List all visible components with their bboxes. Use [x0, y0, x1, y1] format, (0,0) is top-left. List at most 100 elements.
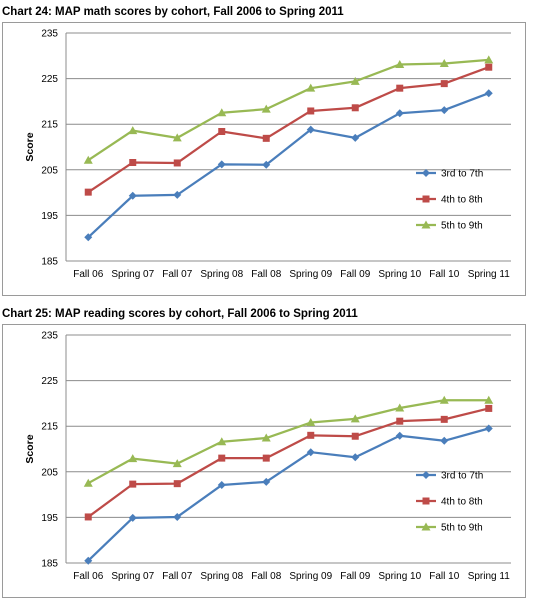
- x-tick-label: Spring 10: [378, 571, 421, 582]
- legend-marker: [421, 522, 431, 531]
- chart-title: Chart 24: MAP math scores by cohort, Fal…: [2, 6, 344, 18]
- x-tick-label: Fall 07: [162, 571, 192, 582]
- y-axis-label: Score: [24, 132, 36, 161]
- data-point: [262, 134, 270, 142]
- chart-25: Chart 25: MAP reading scores by cohort, …: [0, 302, 535, 598]
- x-tick-label: Fall 06: [73, 269, 103, 280]
- data-point: [173, 159, 181, 167]
- data-point: [484, 424, 493, 433]
- data-point: [172, 459, 182, 468]
- math-scores-chart: 185 195 205 215 225 235 Fall 06 Spring 07 Fall 0…: [24, 29, 511, 280]
- data-point: [128, 513, 137, 522]
- data-point: [173, 190, 182, 199]
- data-point: [395, 109, 404, 118]
- x-tick-label: Spring 09: [289, 571, 332, 582]
- chart-24: Chart 24: MAP math scores by cohort, Fal…: [0, 0, 535, 296]
- y-tick-label: 195: [41, 211, 58, 222]
- y-tick-label: 205: [41, 165, 58, 176]
- reading-scores-chart: 185 195 205 215 225 235 Fall 06 Spring 07 Fall 0…: [24, 331, 511, 582]
- data-point: [395, 431, 404, 440]
- series-line: [87, 407, 490, 518]
- data-point: [351, 453, 360, 462]
- legend-label: 3rd to 7th: [441, 169, 483, 180]
- chart-frame: 185 195 205 215 225 235 Fall 06 Spring 07 Fall 0…: [2, 324, 526, 598]
- data-point: [484, 55, 494, 64]
- data-point: [440, 80, 448, 88]
- data-point: [128, 454, 138, 463]
- series-line: [87, 92, 490, 239]
- y-tick-label: 195: [41, 513, 58, 524]
- x-tick-label: Spring 11: [468, 269, 511, 280]
- x-tick-label: Fall 06: [73, 571, 103, 582]
- series-line: [87, 427, 490, 562]
- data-point: [217, 108, 227, 117]
- legend-label: 5th to 9th: [441, 221, 483, 232]
- data-point: [306, 418, 316, 427]
- data-point: [261, 433, 271, 442]
- data-point: [173, 512, 182, 521]
- legend-marker: [422, 169, 430, 177]
- data-point: [351, 104, 359, 112]
- legend-marker: [421, 220, 431, 229]
- data-point: [261, 104, 271, 113]
- data-point: [351, 432, 359, 440]
- y-tick-label: 235: [41, 331, 58, 342]
- x-tick-label: Spring 07: [111, 571, 154, 582]
- data-point: [396, 84, 404, 92]
- x-tick-label: Fall 09: [340, 269, 370, 280]
- x-tick-label: Fall 10: [429, 269, 459, 280]
- y-tick-label: 215: [41, 120, 58, 131]
- y-tick-label: 185: [41, 257, 58, 268]
- data-point: [262, 477, 271, 486]
- legend-label: 4th to 8th: [441, 497, 483, 508]
- data-point: [129, 480, 137, 488]
- legend-label: 3rd to 7th: [441, 471, 483, 482]
- data-point: [395, 59, 405, 68]
- data-point: [173, 480, 181, 488]
- legend-marker: [422, 195, 430, 203]
- data-point: [84, 188, 92, 196]
- legend-label: 4th to 8th: [441, 195, 483, 206]
- data-point: [84, 513, 92, 521]
- data-point: [440, 106, 449, 115]
- data-point: [350, 76, 360, 85]
- data-point: [439, 395, 449, 404]
- x-tick-label: Fall 09: [340, 571, 370, 582]
- x-tick-label: Spring 11: [468, 571, 511, 582]
- data-point: [262, 454, 270, 462]
- legend-marker: [422, 497, 430, 505]
- legend-label: 5th to 9th: [441, 523, 483, 534]
- series-line: [87, 58, 489, 162]
- data-point: [440, 436, 449, 445]
- x-tick-label: Spring 07: [111, 269, 154, 280]
- y-tick-label: 225: [41, 376, 58, 387]
- data-point: [396, 417, 404, 425]
- data-point: [83, 478, 93, 487]
- y-tick-label: 235: [41, 29, 58, 40]
- y-tick-label: 215: [41, 422, 58, 433]
- data-point: [218, 127, 226, 135]
- data-point: [306, 125, 315, 134]
- data-point: [218, 454, 226, 462]
- data-point: [307, 431, 315, 439]
- data-point: [84, 233, 93, 242]
- data-point: [307, 107, 315, 115]
- data-point: [440, 415, 448, 423]
- data-point: [485, 63, 493, 71]
- series-line: [87, 399, 489, 485]
- y-axis-label: Score: [24, 434, 36, 463]
- y-tick-label: 185: [41, 559, 58, 570]
- chart-frame: 185 195 205 215 225 235 Fall 06 Spring 07 Fall 0…: [2, 22, 526, 296]
- y-tick-label: 205: [41, 467, 58, 478]
- x-tick-label: Spring 09: [289, 269, 332, 280]
- data-point: [217, 481, 226, 490]
- data-point: [350, 414, 360, 423]
- data-point: [484, 395, 494, 404]
- data-point: [262, 160, 271, 169]
- y-tick-label: 225: [41, 74, 58, 85]
- x-tick-label: Spring 10: [378, 269, 421, 280]
- data-point: [217, 160, 226, 169]
- data-point: [217, 437, 227, 446]
- x-tick-label: Spring 08: [200, 571, 243, 582]
- legend-marker: [422, 471, 430, 479]
